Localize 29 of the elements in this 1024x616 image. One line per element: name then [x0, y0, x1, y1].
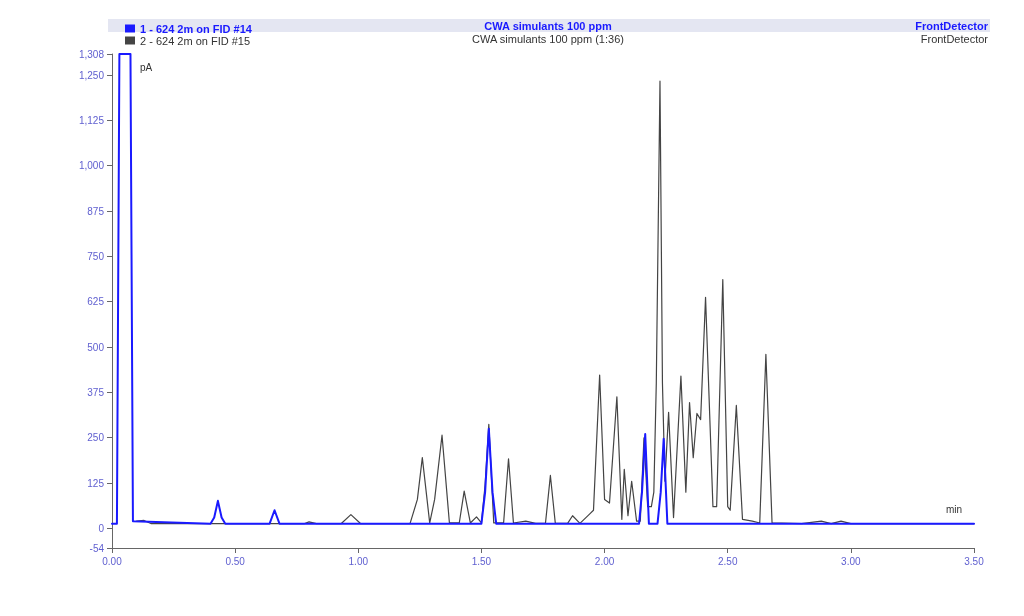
y-tick-label: 375 [87, 386, 105, 398]
y-tick-label: 500 [87, 341, 105, 353]
text: CWA simulants 100 ppm (1:36) [472, 32, 624, 45]
y-tick-label: 875 [87, 205, 105, 217]
y-tick-label: -54 [89, 542, 105, 554]
legend-label: 2 - 624 2m on FID #15 [140, 34, 251, 47]
legend-label: 1 - 624 2m on FID #14 [140, 22, 253, 35]
x-axis-title: min [946, 503, 963, 515]
x-tick-label: 1.00 [348, 555, 369, 567]
x-tick-label: 0.50 [225, 555, 246, 567]
y-tick-label: 1,308 [78, 48, 105, 60]
x-tick-label: 3.00 [841, 555, 862, 567]
x-tick-label: 1.50 [471, 555, 492, 567]
y-tick-label: 625 [87, 296, 105, 308]
y-tick-label: 750 [87, 250, 105, 262]
y-tick-label: 0 [98, 522, 105, 534]
y-tick-label: 1,000 [78, 160, 105, 172]
x-tick-label: 3.50 [964, 555, 985, 567]
x-tick-label: 2.50 [717, 555, 738, 567]
y-tick-label: 250 [87, 432, 105, 444]
y-tick-label: 125 [87, 477, 105, 489]
x-tick-label: 2.00 [594, 555, 615, 567]
text: CWA simulants 100 ppm [484, 19, 612, 32]
y-axis-title: pA [140, 61, 153, 73]
y-tick-label: 1,250 [78, 69, 105, 81]
y-tick-label: 1,125 [78, 114, 105, 126]
text: FrontDetector [920, 32, 989, 45]
text: FrontDetector [915, 19, 989, 32]
x-tick-label: 0.00 [102, 555, 123, 567]
